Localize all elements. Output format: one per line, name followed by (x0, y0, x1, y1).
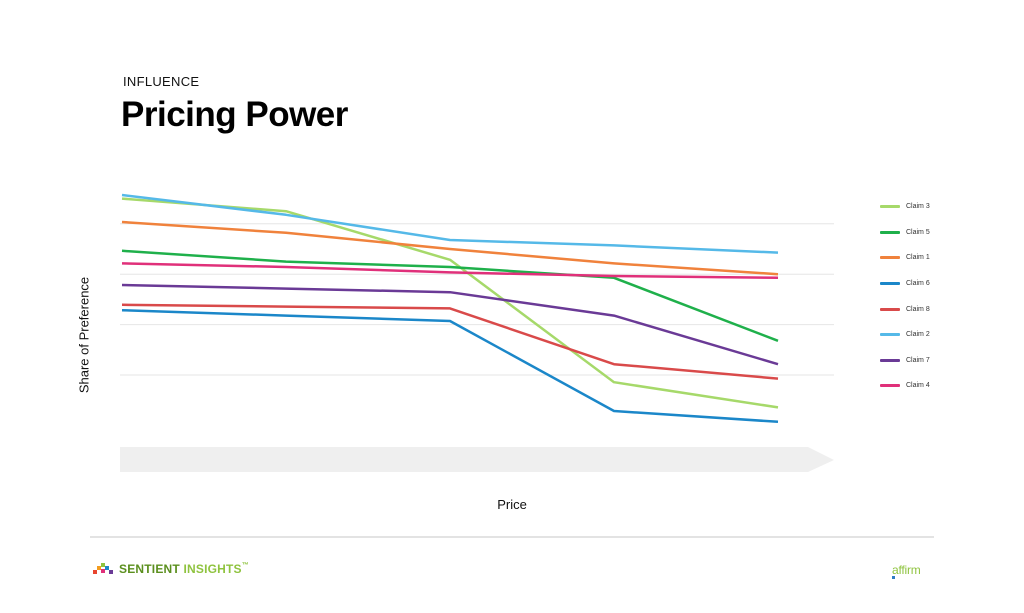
legend-item-claim-4: Claim 4 (880, 373, 930, 399)
legend-swatch (880, 256, 900, 260)
legend-swatch (880, 205, 900, 209)
legend-swatch (880, 358, 900, 362)
legend-label: Claim 1 (906, 254, 930, 262)
page-title: Pricing Power (121, 95, 348, 134)
legend-label: Claim 2 (906, 331, 930, 339)
legend-swatch (880, 307, 900, 311)
legend-label: Claim 7 (906, 356, 930, 364)
legend-item-claim-8: Claim 8 (880, 296, 930, 322)
chart-grid (120, 223, 834, 376)
y-axis-label: Share of Preference (76, 276, 92, 394)
series-line-claim-7 (121, 283, 779, 366)
legend-swatch (880, 384, 900, 388)
legend-item-claim-3: Claim 3 (880, 194, 930, 220)
legend-item-claim-7: Claim 7 (880, 348, 930, 374)
brand-wordmark: SENTIENT INSIGHTS™ (119, 562, 249, 576)
chart-series (121, 193, 779, 424)
legend-item-claim-5: Claim 5 (880, 220, 930, 246)
page-eyebrow: INFLUENCE (123, 74, 200, 89)
affirm-logo-dot (892, 576, 895, 579)
sentient-insights-mark-icon (93, 563, 113, 574)
chart-legend: Claim 3 Claim 5 Claim 1 Claim 6 Claim 8 Claim… (880, 194, 930, 399)
price-axis-arrow (120, 447, 834, 472)
legend-label: Claim 4 (906, 382, 930, 390)
legend-label: Claim 3 (906, 203, 930, 211)
legend-label: Claim 6 (906, 280, 930, 288)
legend-item-claim-2: Claim 2 (880, 322, 930, 348)
series-line-claim-2 (121, 193, 779, 254)
legend-swatch (880, 230, 900, 234)
series-line-claim-6 (121, 308, 779, 424)
affirm-logo: affirm (892, 563, 921, 577)
series-line-claim-8 (121, 303, 779, 380)
legend-label: Claim 8 (906, 305, 930, 313)
brand-word-2: INSIGHTS (183, 562, 242, 576)
legend-label: Claim 5 (906, 228, 930, 236)
series-line-claim-1 (121, 220, 779, 276)
series-line-claim-5 (121, 249, 779, 342)
legend-swatch (880, 282, 900, 286)
series-line-claim-4 (121, 262, 779, 280)
legend-swatch (880, 333, 900, 337)
sentient-insights-logo: SENTIENT INSIGHTS™ (92, 561, 249, 577)
brand-tm: ™ (241, 562, 249, 569)
footer-divider (90, 536, 934, 538)
brand-word-1: SENTIENT (119, 562, 184, 576)
x-axis-label: Price (497, 497, 527, 512)
legend-item-claim-1: Claim 1 (880, 245, 930, 271)
legend-item-claim-6: Claim 6 (880, 271, 930, 297)
